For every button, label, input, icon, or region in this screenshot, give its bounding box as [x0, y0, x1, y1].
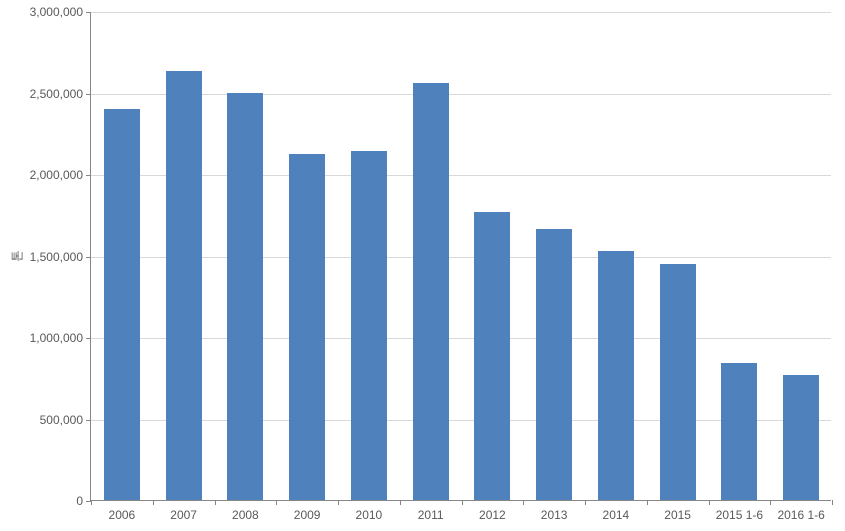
x-tick-mark [709, 500, 710, 505]
x-tick-label: 2008 [232, 500, 259, 522]
bar [351, 151, 387, 500]
y-tick-label: 2,000,000 [30, 168, 91, 182]
bar [536, 229, 572, 500]
x-tick-label: 2012 [479, 500, 506, 522]
bar [104, 109, 140, 500]
y-tick-label: 500,000 [40, 413, 91, 427]
x-tick-label: 2013 [541, 500, 568, 522]
y-axis-title: 톤 [9, 250, 26, 261]
bar [783, 375, 819, 501]
x-tick-label: 2010 [356, 500, 383, 522]
x-tick-label: 2007 [170, 500, 197, 522]
grid-line [91, 338, 831, 339]
bar [721, 363, 757, 500]
y-tick-label: 1,000,000 [30, 331, 91, 345]
x-tick-mark [276, 500, 277, 505]
bar [413, 83, 449, 500]
x-tick-label: 2009 [294, 500, 321, 522]
x-tick-mark [585, 500, 586, 505]
x-tick-label: 2014 [603, 500, 630, 522]
x-tick-mark [91, 500, 92, 505]
x-tick-mark [770, 500, 771, 505]
y-tick-label: 1,500,000 [30, 250, 91, 264]
x-tick-mark [523, 500, 524, 505]
grid-line [91, 94, 831, 95]
bar [289, 154, 325, 500]
bar [598, 251, 634, 500]
bar [227, 93, 263, 501]
plot-area: 톤 0500,0001,000,0001,500,0002,000,0002,5… [90, 12, 831, 501]
bar [166, 71, 202, 500]
x-tick-label: 2011 [418, 500, 444, 522]
x-tick-label: 2016 1-6 [777, 500, 824, 522]
x-tick-label: 2015 [664, 500, 691, 522]
x-tick-mark [647, 500, 648, 505]
x-tick-mark [338, 500, 339, 505]
bar-chart: 톤 0 500,000 1,000,000 1,500,000 2,000,000 2,5… [0, 0, 845, 531]
x-tick-mark [400, 500, 401, 505]
x-tick-label: 2015 1-6 [716, 500, 763, 522]
y-tick-label: 0 [76, 494, 91, 508]
y-tick-label: 2,500,000 [30, 87, 91, 101]
grid-line [91, 257, 831, 258]
grid-line [91, 12, 831, 13]
grid-line [91, 420, 831, 421]
x-tick-label: 2006 [109, 500, 136, 522]
x-tick-mark [832, 500, 833, 505]
bar [474, 212, 510, 501]
x-tick-mark [153, 500, 154, 505]
y-tick-label: 3,000,000 [30, 5, 91, 19]
x-tick-mark [462, 500, 463, 505]
x-tick-mark [215, 500, 216, 505]
grid-line [91, 175, 831, 176]
bar [660, 264, 696, 500]
